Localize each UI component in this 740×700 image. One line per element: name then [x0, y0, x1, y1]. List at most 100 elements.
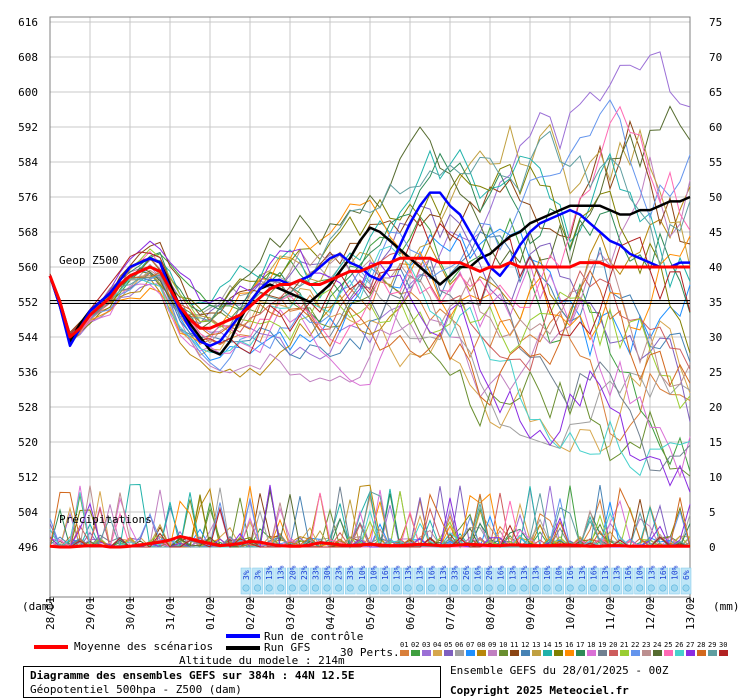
pert-swatch — [543, 650, 552, 656]
pert-swatch — [510, 650, 519, 656]
pert-swatch — [499, 650, 508, 656]
x-tick-label: 08/02 — [484, 597, 497, 630]
pert-number: 26 — [675, 641, 683, 649]
prob-cell — [530, 567, 541, 595]
prob-label: 20% — [288, 565, 297, 580]
prob-label: 16% — [589, 565, 598, 580]
ylabel-left: (dam) — [22, 600, 55, 613]
left-tick-label: 616 — [18, 16, 38, 29]
pert-swatch — [433, 650, 442, 656]
right-tick-label: 40 — [709, 261, 722, 274]
prob-drop — [254, 584, 262, 592]
left-tick-label: 584 — [18, 156, 38, 169]
pert-line-17 — [49, 152, 691, 338]
prob-label: 10% — [543, 565, 552, 580]
pert-number: 23 — [642, 641, 650, 649]
x-tick-label: 01/02 — [204, 597, 217, 630]
right-tick-label: 50 — [709, 191, 722, 204]
right-tick-label: 0 — [709, 541, 716, 554]
right-axis: 0 5 10 15 20 25 30 35 40 45 50 55 60 65 70 75 — [709, 16, 722, 554]
prob-label: 16% — [381, 565, 390, 580]
prob-cell — [460, 567, 472, 595]
pert-number: 27 — [686, 641, 694, 649]
prob-drop — [277, 584, 285, 592]
prob-cell — [646, 567, 657, 595]
left-tick-label: 544 — [18, 331, 38, 344]
pert-swatch — [466, 650, 475, 656]
right-tick-label: 60 — [709, 121, 722, 134]
right-tick-label: 10 — [709, 471, 722, 484]
mean-precip-line — [49, 535, 690, 549]
prob-drop — [450, 584, 458, 592]
left-tick-label: 608 — [18, 51, 38, 64]
pert-number: 24 — [653, 641, 661, 649]
prob-cell — [680, 567, 692, 595]
x-tick-label: 30/01 — [124, 597, 137, 630]
pert-number: 16 — [565, 641, 573, 649]
prob-drop — [346, 584, 354, 592]
prob-drop — [636, 584, 644, 592]
perts-legend: 01 02 03 04 05 06 07 08 09 10 11 12 13 14 15 16 17 18 19 20… — [400, 641, 728, 656]
pert-line-06 — [49, 252, 691, 450]
x-axis: 28/01 29/01 30/01 31/01 01/02 02/02 03/02 04/02… — [44, 597, 697, 630]
pert-swatch — [587, 650, 596, 656]
prob-drop — [497, 584, 505, 592]
prob-drop — [416, 584, 424, 592]
x-tick-label: 07/02 — [444, 597, 457, 630]
prob-label: 16% — [497, 565, 506, 580]
x-tick-label: 13/02 — [684, 597, 697, 630]
prob-label: 33% — [311, 565, 320, 580]
pert-line-15 — [49, 163, 691, 354]
prob-label: 16% — [659, 565, 668, 580]
pert-number: 19 — [598, 641, 606, 649]
prob-drop — [508, 584, 516, 592]
copyright-text: Copyright 2025 Meteociel.fr — [450, 684, 629, 697]
prob-drop — [659, 584, 667, 592]
prob-cell — [541, 567, 553, 595]
prob-drop — [474, 584, 482, 592]
left-axis: 496 504 512 520 528 536 544 552 560 568 576 584 592 6… — [18, 16, 38, 554]
prob-cell — [483, 567, 495, 595]
right-tick-label: 15 — [709, 436, 722, 449]
prob-label: 26% — [462, 565, 471, 580]
pert-line-30 — [49, 217, 691, 355]
altitude-text: Altitude du modele : 214m — [179, 654, 345, 667]
prob-label: 13% — [647, 565, 656, 580]
pert-swatch — [455, 650, 464, 656]
pert-number: 09 — [488, 641, 496, 649]
right-tick-label: 45 — [709, 226, 722, 239]
prob-label: 13% — [404, 565, 413, 580]
prob-drop — [520, 584, 528, 592]
pert-number: 08 — [477, 641, 485, 649]
mean-line — [48, 256, 690, 339]
left-tick-label: 512 — [18, 471, 38, 484]
prob-label: 10% — [670, 565, 679, 580]
prob-drop — [589, 584, 597, 592]
prob-drop — [265, 584, 273, 592]
right-tick-label: 70 — [709, 51, 722, 64]
prob-label: 16% — [427, 565, 436, 580]
prob-cell — [275, 567, 286, 595]
prob-label: 23% — [300, 565, 309, 580]
prob-label: 10% — [369, 565, 378, 580]
pert-swatch — [532, 650, 541, 656]
pert-line-26 — [49, 245, 691, 477]
pert-line-20 — [49, 251, 691, 372]
right-tick-label: 30 — [709, 331, 722, 344]
legend-gfs-swatch — [226, 646, 260, 650]
prob-cell — [564, 567, 576, 595]
prob-drop — [404, 584, 412, 592]
x-tick-label: 28/01 — [44, 597, 57, 630]
pert-number: 25 — [664, 641, 672, 649]
prob-cell — [495, 567, 506, 595]
pert-swatch — [686, 650, 695, 656]
left-tick-label: 536 — [18, 366, 38, 379]
pert-number: 12 — [521, 641, 529, 649]
right-tick-label: 75 — [709, 16, 722, 29]
prob-cell — [379, 567, 391, 595]
label-precip: Précipitations — [59, 513, 152, 526]
left-tick-label: 600 — [18, 86, 38, 99]
pert-number: 29 — [708, 641, 716, 649]
prob-drop — [369, 584, 377, 592]
